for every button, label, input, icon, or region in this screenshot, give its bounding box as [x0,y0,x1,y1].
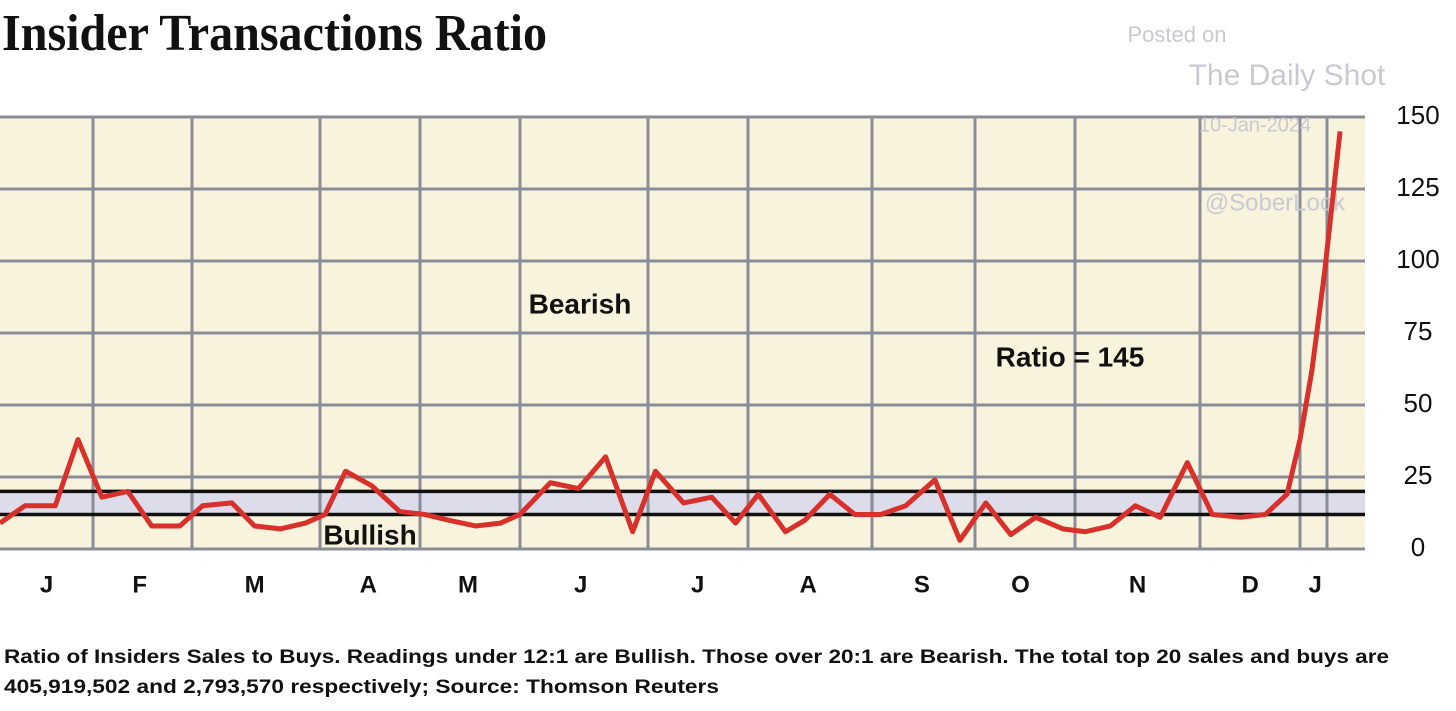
x-tick-label: N [1129,571,1146,598]
zone-label: Bearish [529,288,632,319]
y-tick-label: 100 [1396,244,1439,274]
watermark: @SoberLook [1205,189,1346,216]
watermark: Posted on [1127,22,1226,47]
x-tick-label: A [799,571,816,598]
x-tick-label: J [574,571,587,598]
x-tick-label: J [40,571,53,598]
annotation: Ratio = 145 [996,341,1145,372]
x-tick-label: J [691,571,704,598]
footnote: Ratio of Insiders Sales to Buys. Reading… [4,647,1389,668]
watermark: The Daily Shot [1189,59,1386,92]
y-tick-label: 150 [1396,100,1439,130]
x-tick-label: A [360,571,377,598]
x-tick-label: F [132,571,147,598]
y-tick-label: 75 [1404,316,1433,346]
zone-label: Bullish [323,519,416,550]
footnote: 405,919,502 and 2,793,570 respectively; … [4,677,719,698]
y-tick-label: 25 [1404,460,1433,490]
data-line [0,131,1343,543]
x-tick-label: M [245,571,265,598]
y-tick-label: 50 [1404,388,1433,418]
x-tick-label: M [458,571,478,598]
y-tick-label: 0 [1411,532,1425,562]
watermark: 10-Jan-2024 [1199,114,1311,136]
x-tick-label: S [914,571,930,598]
x-tick-label: J [1308,571,1321,598]
chart-title: Insider Transactions Ratio [2,5,547,62]
x-tick-label: D [1241,571,1258,598]
y-tick-label: 125 [1396,172,1439,202]
x-tick-label: O [1011,571,1030,598]
